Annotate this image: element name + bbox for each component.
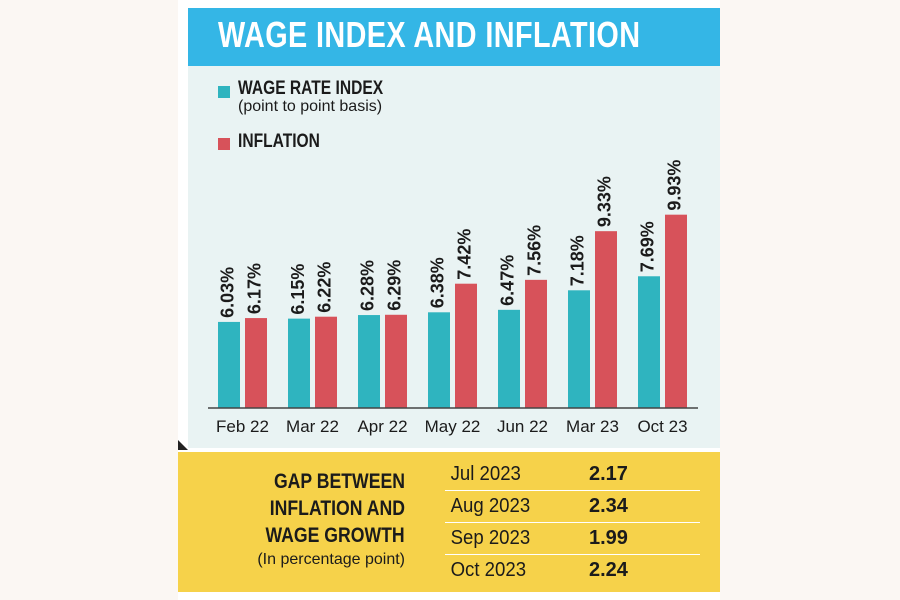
wage-bar [568,290,590,408]
bar-value-label: 6.03% [218,267,238,318]
inflation-bar [455,283,477,408]
bar-value-label: 7.42% [455,229,475,280]
wage-bar [428,312,450,408]
gap-title-line2: INFLATION AND [269,497,405,520]
title-bar [188,8,720,66]
gap-table: Jul 2023 2.17 Aug 2023 2.34 Sep 2023 1.9… [445,459,700,586]
bar-value-label: 6.29% [385,260,405,311]
gap-row: Oct 2023 2.24 [445,555,700,586]
inflation-bar [665,214,687,408]
wage-bar [498,309,520,408]
chart-panel [188,8,720,448]
inflation-bar [525,279,547,408]
bar-value-label: 6.28% [358,260,378,311]
bar-value-label: 6.38% [428,257,448,308]
x-tick-label: Mar 23 [566,417,619,436]
chart-title: WAGE INDEX AND INFLATION [218,14,641,55]
x-tick-label: Feb 22 [216,417,269,436]
bar-value-label: 6.22% [315,262,335,313]
inflation-bar [245,318,267,408]
bar-value-label: 6.47% [498,255,518,306]
gap-month: Aug 2023 [450,495,531,517]
inflation-bar [595,231,617,408]
wage-bar [218,321,240,408]
gap-month: Jul 2023 [450,463,521,485]
gap-value: 2.24 [589,559,628,581]
x-tick-label: May 22 [425,417,481,436]
bar-value-label: 9.93% [665,160,685,211]
bar-value-label: 7.18% [568,235,588,286]
gap-title-line3: WAGE GROWTH [265,524,405,547]
gap-title-line1: GAP BETWEEN [273,470,405,493]
bar-value-label: 7.69% [638,221,658,272]
gap-subtitle: (In percentage point) [257,551,405,568]
gap-month: Oct 2023 [450,559,527,581]
wage-legend-sublabel: (point to point basis) [238,98,383,115]
gap-value: 2.17 [589,463,628,485]
gap-row: Aug 2023 2.34 [445,491,700,523]
inflation-bar [385,314,407,408]
wage-legend-label: WAGE RATE INDEX [238,78,384,99]
x-tick-label: Jun 22 [497,417,548,436]
wage-bar [358,315,380,408]
wage-bar [288,318,310,408]
bar-value-label: 6.15% [288,264,308,315]
x-tick-label: Mar 22 [286,417,339,436]
bar-value-label: 7.56% [525,225,545,276]
gap-value: 2.34 [589,495,628,517]
bar-value-label: 9.33% [595,176,615,227]
gap-row: Sep 2023 1.99 [445,523,700,555]
gap-month: Sep 2023 [450,527,531,549]
inflation-bar [315,316,337,408]
x-tick-label: Oct 23 [637,417,687,436]
x-tick-label: Apr 22 [357,417,407,436]
wage-legend-swatch [218,86,230,98]
wage-bar [638,276,660,408]
gap-value: 1.99 [589,527,628,549]
inflation-legend-swatch [218,138,230,150]
gap-panel-corner [178,440,188,450]
inflation-legend-label: INFLATION [238,131,320,152]
bar-value-label: 6.17% [245,263,265,314]
gap-row: Jul 2023 2.17 [445,459,700,491]
